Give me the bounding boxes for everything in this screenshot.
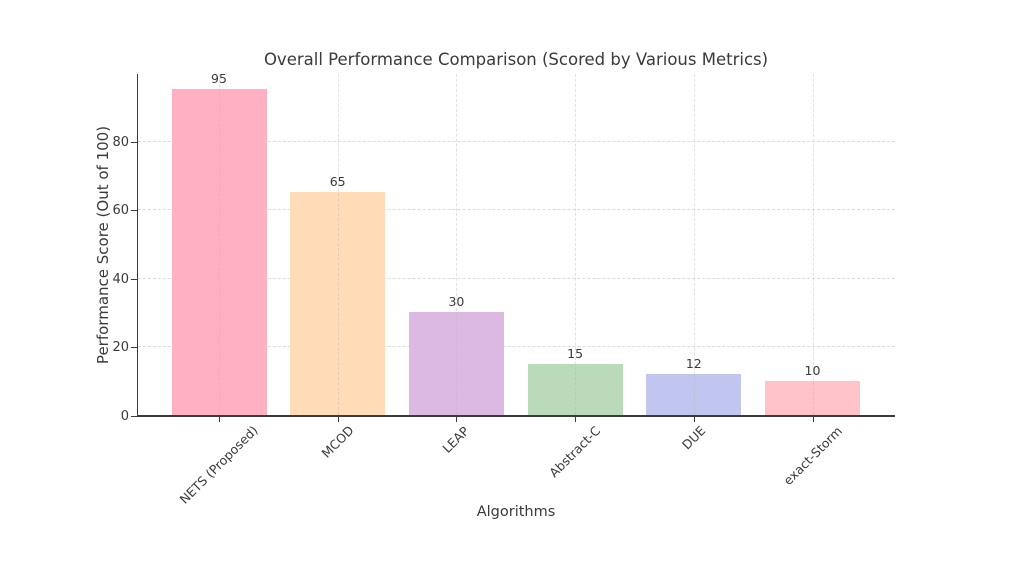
x-tick-mark	[693, 417, 695, 422]
v-gridline	[575, 74, 577, 415]
h-gridline	[138, 277, 895, 279]
y-tick-mark	[131, 347, 137, 349]
h-gridline	[138, 140, 895, 142]
bar-value-label: 30	[448, 294, 465, 310]
bar-mcod	[290, 192, 386, 415]
y-tick-label: 0	[120, 409, 129, 424]
y-tick-label: 80	[112, 134, 129, 150]
x-category-label: MCOD	[318, 422, 357, 462]
bar-exact-storm	[765, 380, 860, 415]
bar-value-label: 95	[211, 71, 227, 87]
x-category-label: DUE	[678, 423, 709, 453]
y-tick-label: 40	[112, 271, 129, 287]
x-tick-mark	[219, 417, 220, 422]
h-gridline	[138, 346, 895, 348]
x-tick-mark	[812, 417, 814, 422]
bar-due	[646, 373, 742, 415]
bar-value-label: 12	[685, 355, 702, 371]
bar-value-label: 15	[567, 345, 584, 361]
x-tick-mark	[575, 417, 577, 422]
x-axis-label: Algorithms	[476, 504, 556, 520]
v-gridline	[219, 74, 220, 415]
y-tick-label: 60	[112, 203, 129, 219]
chart-title: Overall Performance Comparison (Scored b…	[263, 50, 769, 69]
v-gridline	[456, 74, 458, 415]
bar-leap	[408, 312, 504, 415]
plot-area	[137, 74, 895, 417]
v-gridline	[812, 74, 814, 415]
y-tick-mark	[131, 278, 137, 280]
y-tick-mark	[131, 416, 137, 417]
bar-nets-proposed	[171, 89, 267, 415]
x-tick-mark	[456, 417, 458, 422]
y-axis-label: Performance Score (Out of 100)	[94, 125, 112, 365]
x-category-label: exact-Storm	[779, 422, 845, 488]
x-tick-mark	[337, 417, 339, 422]
x-category-label: NETS (Proposed)	[176, 422, 261, 508]
x-category-label: Abstract-C	[546, 423, 604, 481]
y-tick-label: 20	[112, 340, 129, 356]
bar-value-label: 10	[804, 362, 821, 378]
h-gridline	[138, 209, 895, 211]
bar-value-label: 65	[329, 174, 346, 190]
v-gridline	[693, 74, 695, 415]
x-category-label: LEAP	[439, 423, 473, 456]
y-tick-mark	[131, 210, 137, 212]
y-tick-mark	[131, 141, 137, 143]
bar-abstract-c	[527, 363, 623, 415]
v-gridline	[337, 74, 339, 415]
